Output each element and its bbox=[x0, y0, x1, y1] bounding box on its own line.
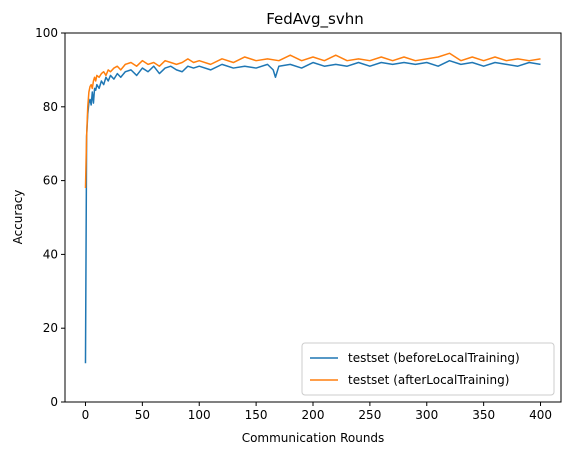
y-tick-label: 20 bbox=[43, 321, 58, 335]
x-tick-label: 400 bbox=[529, 408, 552, 422]
x-tick-label: 200 bbox=[302, 408, 325, 422]
y-axis-label: Accuracy bbox=[11, 190, 25, 245]
y-tick-label: 80 bbox=[43, 100, 58, 114]
x-tick-label: 50 bbox=[135, 408, 150, 422]
y-tick-label: 0 bbox=[50, 395, 58, 409]
legend-label-2: testset (afterLocalTraining) bbox=[348, 373, 509, 387]
x-tick-label: 350 bbox=[472, 408, 495, 422]
series-line-1 bbox=[84, 59, 541, 364]
legend-label-1: testset (beforeLocalTraining) bbox=[348, 351, 520, 365]
x-tick-label: 150 bbox=[245, 408, 268, 422]
y-tick-label: 60 bbox=[43, 174, 58, 188]
plot-area-frame bbox=[64, 32, 562, 403]
x-tick-label: 100 bbox=[188, 408, 211, 422]
legend: testset (beforeLocalTraining) testset (af… bbox=[301, 342, 555, 396]
chart-title: FedAvg_svhn bbox=[266, 10, 364, 29]
x-tick-label: 300 bbox=[415, 408, 438, 422]
series-line-2 bbox=[84, 52, 541, 188]
x-tick-label: 0 bbox=[82, 408, 90, 422]
x-axis-label: Communication Rounds bbox=[242, 431, 385, 445]
legend-box bbox=[301, 342, 555, 396]
x-tick-label: 250 bbox=[358, 408, 381, 422]
y-tick-label: 100 bbox=[35, 26, 58, 40]
y-tick-label: 40 bbox=[43, 247, 58, 261]
